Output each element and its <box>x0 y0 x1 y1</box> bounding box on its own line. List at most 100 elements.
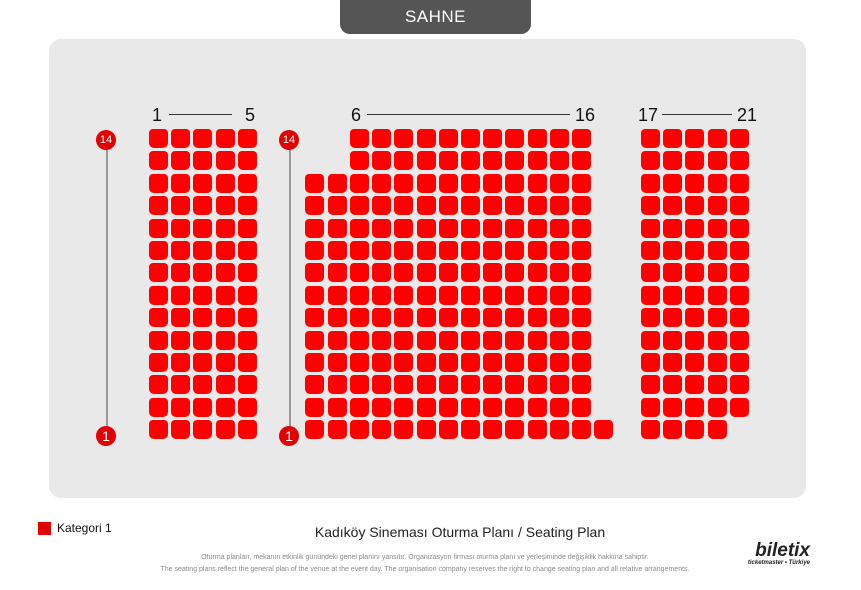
seat-center-extra-left[interactable] <box>327 218 347 238</box>
seat-center[interactable] <box>483 308 503 328</box>
seat-center[interactable] <box>527 397 547 417</box>
seat-center[interactable] <box>394 196 414 216</box>
seat-center[interactable] <box>416 218 436 238</box>
seat-left[interactable] <box>193 285 213 305</box>
seat-center[interactable] <box>438 129 458 148</box>
seat-left[interactable] <box>237 263 257 283</box>
seat-center[interactable] <box>572 330 591 350</box>
seat-center[interactable] <box>372 308 392 328</box>
seat-center[interactable] <box>350 375 369 395</box>
seat-right[interactable] <box>663 196 683 216</box>
seat-right[interactable] <box>729 330 749 350</box>
seat-left[interactable] <box>215 218 235 238</box>
seat-left[interactable] <box>171 263 191 283</box>
seat-center[interactable] <box>572 263 591 283</box>
seat-center-extra-left[interactable] <box>305 375 324 395</box>
seat-center[interactable] <box>394 173 414 193</box>
seat-right[interactable] <box>663 308 683 328</box>
seat-center-extra-left[interactable] <box>327 263 347 283</box>
seat-center[interactable] <box>416 308 436 328</box>
seat-left[interactable] <box>215 330 235 350</box>
seat-right[interactable] <box>641 129 660 148</box>
seat-center-extra-right[interactable] <box>594 420 614 440</box>
seat-center[interactable] <box>549 196 569 216</box>
seat-right[interactable] <box>685 285 705 305</box>
seat-center[interactable] <box>416 285 436 305</box>
seat-right[interactable] <box>685 353 705 372</box>
seat-left[interactable] <box>171 353 191 372</box>
seat-center[interactable] <box>438 173 458 193</box>
seat-right[interactable] <box>663 218 683 238</box>
seat-left[interactable] <box>171 420 191 440</box>
seat-left[interactable] <box>237 285 257 305</box>
seat-right[interactable] <box>685 218 705 238</box>
seat-right[interactable] <box>707 375 727 395</box>
seat-center-extra-left[interactable] <box>327 196 347 216</box>
seat-center[interactable] <box>572 308 591 328</box>
seat-right[interactable] <box>729 375 749 395</box>
seat-right[interactable] <box>641 218 660 238</box>
seat-left[interactable] <box>149 397 168 417</box>
seat-right[interactable] <box>663 285 683 305</box>
seat-center[interactable] <box>416 397 436 417</box>
seat-left[interactable] <box>171 330 191 350</box>
seat-center[interactable] <box>549 218 569 238</box>
seat-center[interactable] <box>461 196 480 216</box>
seat-center[interactable] <box>372 420 392 440</box>
seat-right[interactable] <box>685 263 705 283</box>
seat-center[interactable] <box>527 353 547 372</box>
seat-center[interactable] <box>350 330 369 350</box>
seat-center[interactable] <box>350 263 369 283</box>
seat-right[interactable] <box>707 151 727 171</box>
seat-center[interactable] <box>461 397 480 417</box>
seat-right[interactable] <box>641 330 660 350</box>
seat-right[interactable] <box>685 129 705 148</box>
seat-center-extra-left[interactable] <box>305 353 324 372</box>
seat-center[interactable] <box>572 173 591 193</box>
seat-left[interactable] <box>237 129 257 148</box>
seat-center[interactable] <box>416 173 436 193</box>
seat-left[interactable] <box>237 353 257 372</box>
seat-right[interactable] <box>663 397 683 417</box>
seat-right[interactable] <box>707 173 727 193</box>
seat-center[interactable] <box>372 218 392 238</box>
seat-center-extra-left[interactable] <box>327 173 347 193</box>
seat-center-extra-left[interactable] <box>327 353 347 372</box>
seat-center[interactable] <box>505 420 525 440</box>
seat-center[interactable] <box>350 285 369 305</box>
seat-left[interactable] <box>193 151 213 171</box>
seat-center[interactable] <box>527 218 547 238</box>
seat-right[interactable] <box>707 353 727 372</box>
seat-center[interactable] <box>461 263 480 283</box>
seat-left[interactable] <box>215 308 235 328</box>
seat-right[interactable] <box>729 353 749 372</box>
seat-center-extra-left[interactable] <box>327 285 347 305</box>
seat-center[interactable] <box>372 129 392 148</box>
seat-left[interactable] <box>149 420 168 440</box>
seat-center[interactable] <box>461 420 480 440</box>
seat-left[interactable] <box>193 375 213 395</box>
seat-center[interactable] <box>416 151 436 171</box>
seat-center-extra-left[interactable] <box>327 397 347 417</box>
seat-left[interactable] <box>237 397 257 417</box>
seat-center[interactable] <box>549 151 569 171</box>
seat-center[interactable] <box>416 263 436 283</box>
seat-center[interactable] <box>527 196 547 216</box>
seat-center[interactable] <box>372 173 392 193</box>
seat-center[interactable] <box>416 375 436 395</box>
seat-left[interactable] <box>171 151 191 171</box>
seat-center[interactable] <box>483 420 503 440</box>
seat-right[interactable] <box>707 218 727 238</box>
seat-right[interactable] <box>685 420 705 440</box>
seat-right[interactable] <box>707 308 727 328</box>
seat-center-extra-left[interactable] <box>305 397 324 417</box>
seat-left[interactable] <box>149 353 168 372</box>
seat-center[interactable] <box>549 308 569 328</box>
seat-right[interactable] <box>641 308 660 328</box>
seat-center[interactable] <box>350 129 369 148</box>
seat-center[interactable] <box>461 308 480 328</box>
seat-right[interactable] <box>641 241 660 260</box>
seat-center[interactable] <box>350 308 369 328</box>
seat-center[interactable] <box>483 218 503 238</box>
seat-center[interactable] <box>505 375 525 395</box>
